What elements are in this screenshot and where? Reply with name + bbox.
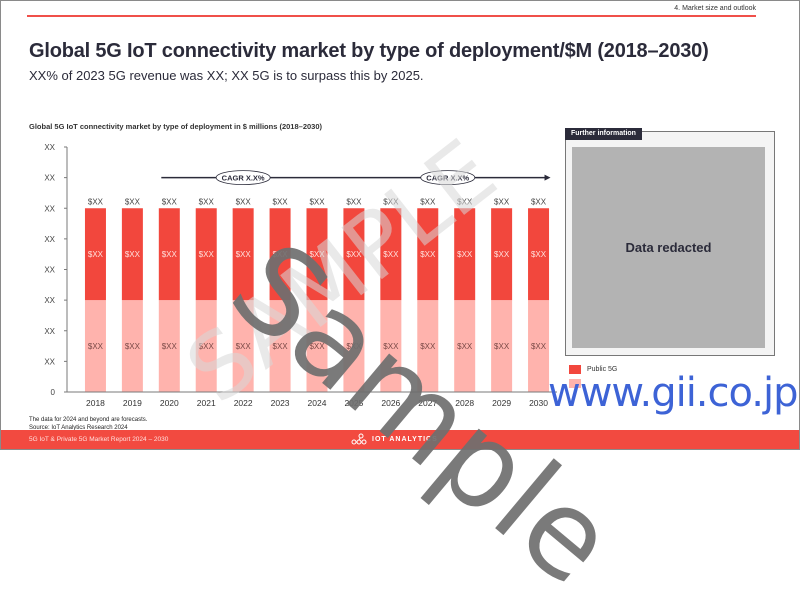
bar-segment-label: $XX — [88, 342, 104, 351]
x-tick-label: 2019 — [123, 398, 142, 408]
bar-total-label: $XX — [236, 197, 252, 206]
bar-segment-label: $XX — [88, 250, 104, 259]
bar-segment-label: $XX — [494, 250, 510, 259]
x-tick-label: 2023 — [271, 398, 290, 408]
bar-total-label: $XX — [531, 197, 547, 206]
redacted-area: Data redacted — [572, 147, 765, 348]
bar-segment-label: $XX — [125, 342, 141, 351]
bar-segment-label: $XX — [531, 342, 547, 351]
y-tick-label: XX — [44, 357, 55, 366]
redacted-text: Data redacted — [626, 240, 712, 255]
footer-report-name: 5G IoT & Private 5G Market Report 2024 –… — [29, 436, 168, 443]
x-tick-label: 2020 — [160, 398, 179, 408]
y-axis: 0 XX XX XX XX XX XX XX XX — [44, 143, 67, 397]
y-tick-label: XX — [44, 327, 55, 336]
bar-total-label: $XX — [162, 197, 178, 206]
further-information-tab: Further information — [565, 128, 642, 140]
cagr-arrow-head-icon — [545, 175, 551, 181]
forecast-note: The data for 2024 and beyond are forecas… — [29, 417, 147, 423]
bar-segment-label: $XX — [162, 250, 178, 259]
y-tick-label: XX — [44, 143, 55, 152]
bar-segment-label: $XX — [457, 342, 473, 351]
top-rule — [27, 15, 756, 17]
y-tick-label: XX — [44, 174, 55, 183]
bar-total-label: $XX — [199, 197, 215, 206]
bar-segment-label: $XX — [531, 250, 547, 259]
page-subtitle: XX% of 2023 5G revenue was XX; XX 5G is … — [29, 68, 424, 83]
y-tick-label: XX — [44, 266, 55, 275]
x-tick-label: 2018 — [86, 398, 105, 408]
x-tick-label: 2030 — [529, 398, 548, 408]
bar-segment-label: $XX — [494, 342, 510, 351]
page-title: Global 5G IoT connectivity market by typ… — [29, 40, 709, 63]
cagr-label: CAGR X.X% — [222, 174, 265, 183]
y-tick-label: 0 — [51, 388, 56, 397]
bar-total-label: $XX — [273, 197, 289, 206]
bar-segment-label: $XX — [125, 250, 141, 259]
bar-total-label: $XX — [88, 197, 104, 206]
bar-segment-label: $XX — [199, 250, 215, 259]
bar-total-label: $XX — [125, 197, 141, 206]
y-tick-label: XX — [44, 235, 55, 244]
y-tick-label: XX — [44, 204, 55, 213]
bar-segment-label: $XX — [457, 250, 473, 259]
bar-segment-label: $XX — [236, 250, 252, 259]
section-label: 4. Market size and outlook — [674, 5, 756, 12]
y-tick-label: XX — [44, 296, 55, 305]
watermark-site: www.gii.co.jp — [548, 370, 798, 416]
bar-total-label: $XX — [309, 197, 325, 206]
